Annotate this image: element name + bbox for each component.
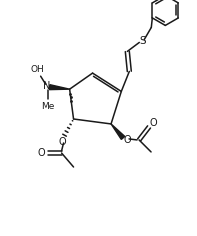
Text: O: O [149, 118, 157, 128]
Text: N: N [43, 81, 50, 91]
Text: O: O [123, 135, 131, 145]
Text: OH: OH [31, 65, 45, 74]
Text: Me: Me [41, 102, 54, 111]
Text: S: S [139, 36, 146, 46]
Polygon shape [49, 85, 70, 90]
Text: O: O [38, 148, 45, 158]
Text: O: O [59, 137, 66, 147]
Polygon shape [111, 124, 125, 139]
